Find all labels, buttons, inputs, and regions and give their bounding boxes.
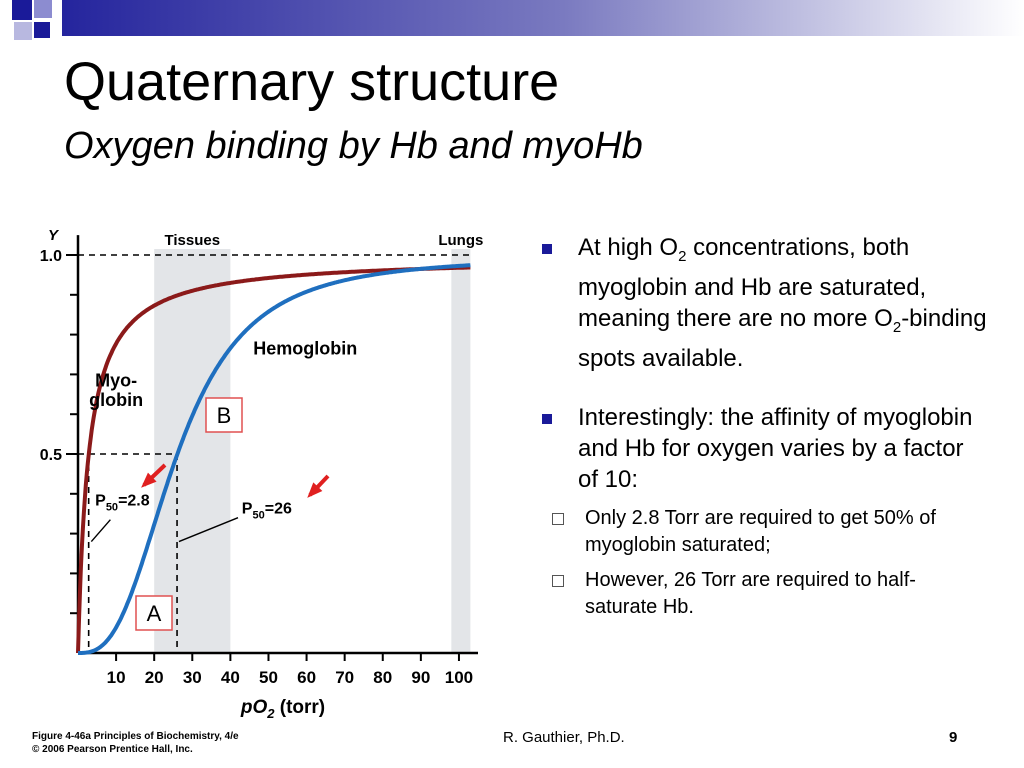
x-tick-label: 100 — [445, 668, 473, 687]
sub-bullet-item: However, 26 Torr are required to half-sa… — [552, 567, 988, 621]
x-tick-label: 90 — [411, 668, 430, 687]
region-label: Tissues — [164, 232, 220, 249]
region-label: Lungs — [438, 232, 483, 249]
bullet-item: At high O2 concentrations, both myoglobi… — [538, 232, 988, 374]
sub-bullet-list: Only 2.8 Torr are required to get 50% of… — [552, 505, 988, 621]
page-number: 9 — [949, 729, 958, 746]
credit-line: Figure 4-46a Principles of Biochemistry,… — [32, 731, 239, 742]
region-tissues — [154, 249, 231, 653]
x-tick-label: 10 — [107, 668, 126, 687]
footer-author: R. Gauthier, Ph.D. — [503, 729, 625, 746]
x-tick-label: 50 — [259, 668, 278, 687]
header-decoration — [0, 0, 1024, 50]
x-tick-label: 80 — [373, 668, 392, 687]
x-tick-label: 60 — [297, 668, 316, 687]
bullet-item: Interestingly: the affinity of myoglobin… — [538, 402, 988, 621]
deco-square — [14, 22, 32, 40]
box-a-letter: A — [147, 601, 162, 626]
box-a-frame — [135, 595, 173, 631]
x-tick-label: 70 — [335, 668, 354, 687]
deco-square — [12, 0, 32, 20]
y-axis-label: Y — [48, 227, 60, 244]
y-tick-label: 0.5 — [40, 447, 62, 464]
slide-title: Quaternary structure — [64, 52, 560, 112]
p50-hemoglobin-leader — [178, 517, 239, 543]
bullet-list: At high O2 concentrations, both myoglobi… — [538, 232, 988, 649]
region-lungs — [451, 249, 471, 653]
hemoglobin-label: Hemoglobin — [253, 339, 357, 359]
arrow-myoglobin-p50 — [141, 463, 167, 488]
hemoglobin-curve — [78, 263, 471, 655]
x-tick-label: 30 — [183, 668, 202, 687]
deco-square — [34, 0, 52, 18]
y-tick-label: 1.0 — [40, 248, 62, 265]
credit-line: © 2006 Pearson Prentice Hall, Inc. — [32, 744, 193, 755]
p50-myoglobin-label: P50=2.8 — [95, 493, 150, 514]
arrow-hemoglobin-p50 — [307, 474, 330, 498]
figure-credit: Figure 4-46a Principles of Biochemistry,… — [32, 730, 239, 756]
sub-bullet-item: Only 2.8 Torr are required to get 50% of… — [552, 505, 988, 559]
box-b-frame — [205, 397, 243, 433]
p50-hemoglobin-label: P50=26 — [242, 501, 292, 522]
deco-square — [34, 22, 50, 38]
p50-myoglobin-leader — [90, 519, 111, 543]
myoglobin-label-line2: globin — [89, 390, 143, 410]
x-tick-label: 20 — [145, 668, 164, 687]
myoglobin-label-line1: Myo- — [95, 370, 137, 390]
myoglobin-curve — [76, 265, 471, 654]
header-gradient-bar — [0, 0, 1024, 36]
x-tick-label: 40 — [221, 668, 240, 687]
box-b-letter: B — [217, 403, 232, 428]
slide-subtitle: Oxygen binding by Hb and myoHb — [64, 125, 643, 167]
x-axis-label: pO2 (torr) — [240, 697, 325, 721]
oxygen-binding-chart: Tissues Lungs Y 0.5 1.0 10 20 30 40 50 60 70 80 90 100… — [40, 227, 484, 721]
